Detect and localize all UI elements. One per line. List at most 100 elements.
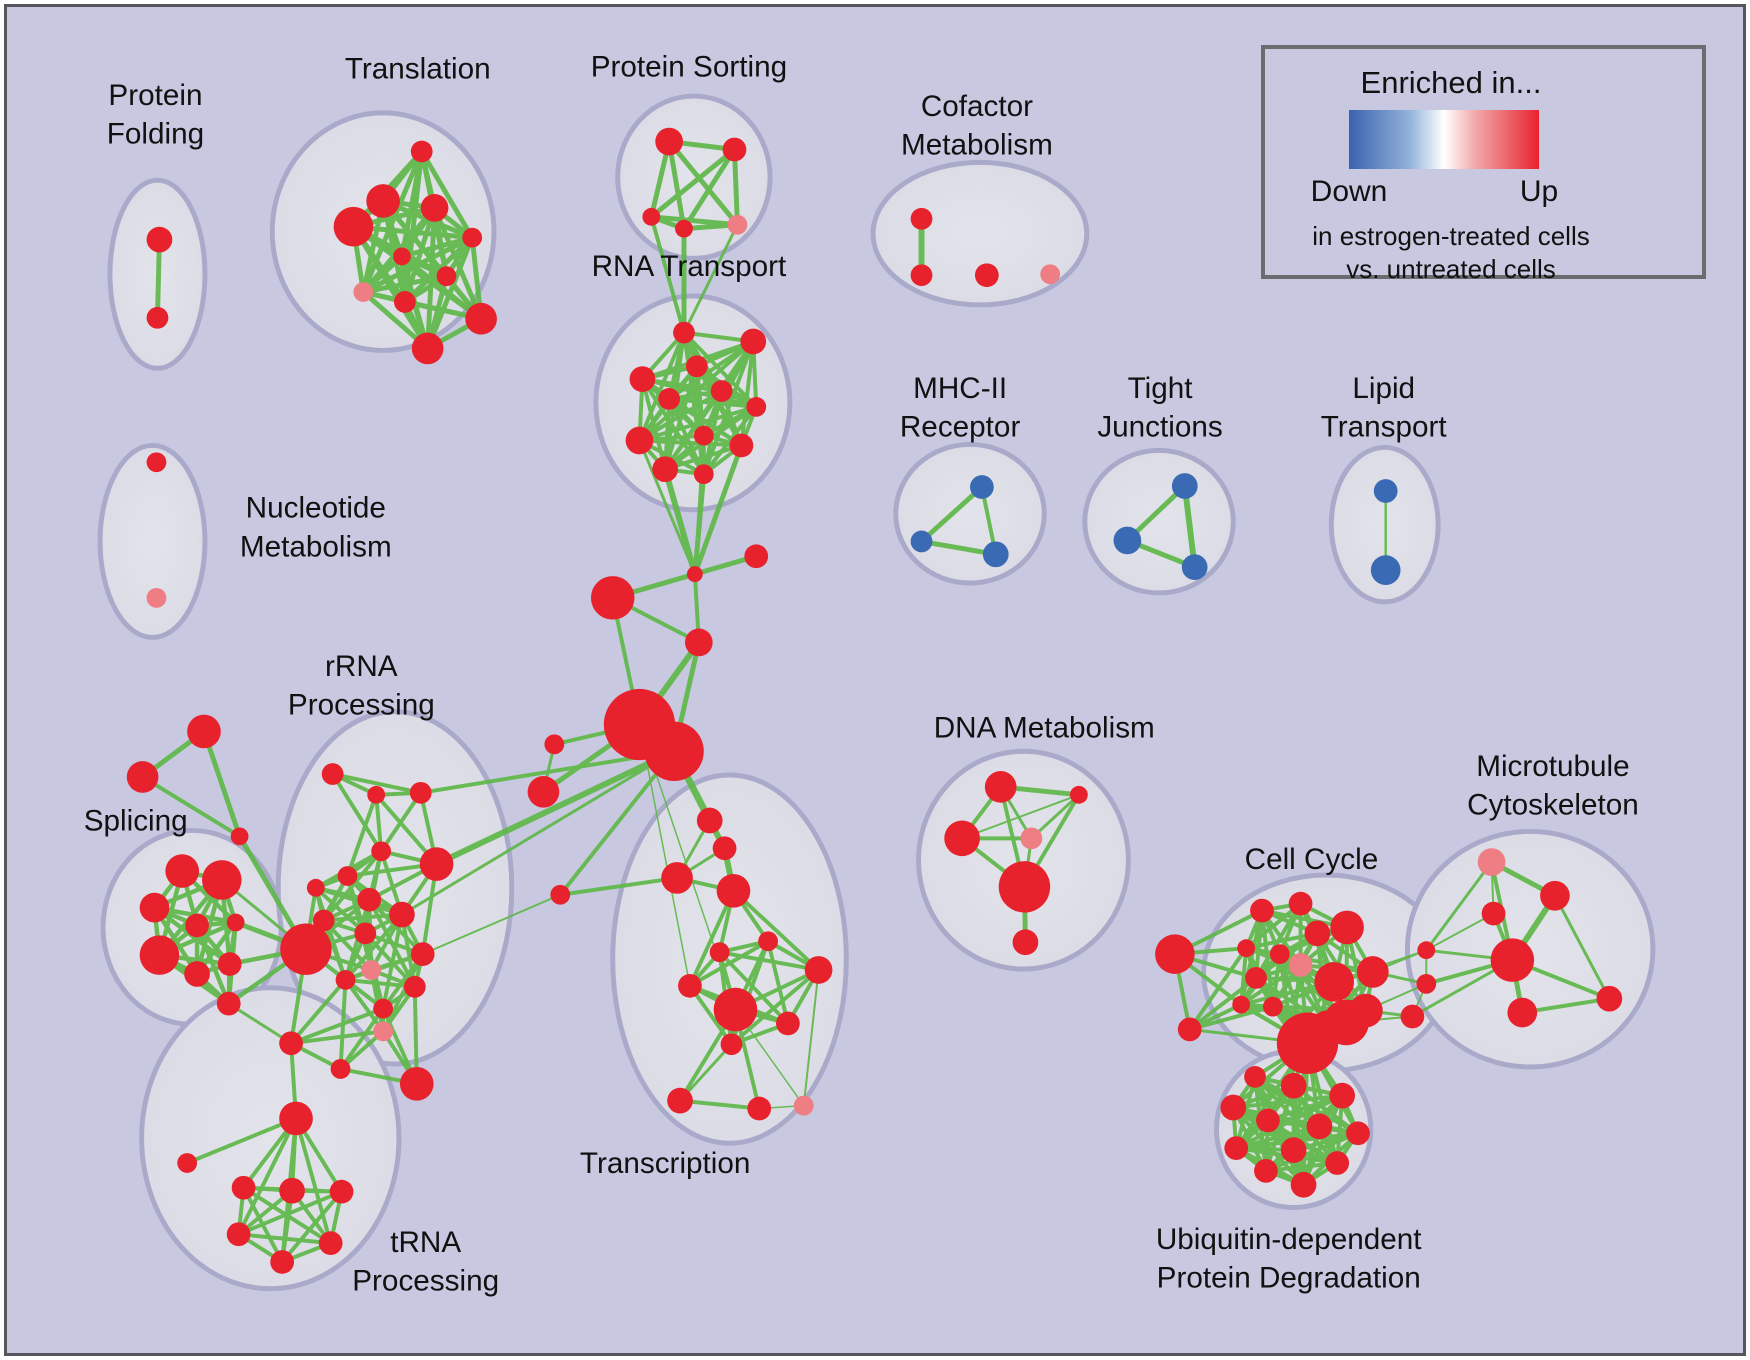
node-m9 bbox=[1400, 1004, 1425, 1029]
cell-cycle-mesh-edge bbox=[1239, 963, 1303, 1007]
ubiquitin-mesh-edge bbox=[1263, 1131, 1360, 1173]
node-tl2 bbox=[366, 184, 400, 218]
node-r22 bbox=[373, 1021, 394, 1042]
node-ch2 bbox=[744, 544, 769, 569]
edge bbox=[236, 1116, 299, 1237]
cluster-label-tight-junctions: Junctions bbox=[1097, 411, 1222, 444]
edge bbox=[638, 723, 691, 987]
node-c9 bbox=[1288, 953, 1313, 977]
cluster-label-microtubule-cytoskeleton: Microtubule bbox=[1476, 750, 1629, 783]
edge bbox=[294, 1116, 333, 1246]
node-tl10 bbox=[465, 302, 497, 335]
cluster-label-cofactor-metabolism: Cofactor bbox=[921, 90, 1033, 123]
node-pf2 bbox=[146, 306, 169, 329]
node-tr5 bbox=[226, 1222, 251, 1247]
node-ps5 bbox=[727, 214, 748, 235]
rrna-mesh-edge bbox=[379, 790, 423, 854]
node-rt10 bbox=[729, 433, 754, 458]
node-t1 bbox=[696, 807, 723, 834]
rrna-mesh-edge bbox=[330, 772, 423, 795]
node-u9 bbox=[1280, 1137, 1307, 1163]
node-rt12 bbox=[693, 464, 714, 485]
node-rt9 bbox=[693, 425, 714, 446]
node-m8 bbox=[1416, 973, 1437, 994]
rrna-mesh-edge bbox=[289, 1006, 386, 1046]
cluster-label-cell-cycle: Cell Cycle bbox=[1245, 843, 1379, 876]
edge bbox=[227, 1002, 293, 1045]
edge bbox=[692, 442, 744, 577]
legend-down-label: Down bbox=[1310, 175, 1388, 208]
node-r3 bbox=[409, 781, 432, 804]
node-t13 bbox=[667, 1087, 693, 1114]
node-hL2 bbox=[527, 776, 560, 808]
node-hub2 bbox=[644, 721, 704, 781]
cluster-ellipse-protein-sorting bbox=[615, 93, 773, 261]
node-cf3 bbox=[974, 263, 999, 288]
rrna-mesh-edge bbox=[343, 952, 425, 982]
node-r8 bbox=[357, 887, 382, 912]
cluster-label-transcription: Transcription bbox=[580, 1147, 751, 1180]
transcription-mesh-edge bbox=[717, 950, 821, 972]
node-tr1 bbox=[279, 1101, 313, 1136]
node-m4 bbox=[1490, 938, 1535, 982]
node-cf1 bbox=[910, 207, 933, 230]
node-c5 bbox=[1304, 920, 1331, 947]
node-nm2 bbox=[146, 587, 167, 608]
node-ps1 bbox=[655, 127, 683, 156]
cluster-label-splicing: Splicing bbox=[84, 804, 188, 837]
protein-sorting-mesh-edge bbox=[681, 147, 737, 232]
ubiquitin-mesh-edge bbox=[1301, 1093, 1345, 1187]
node-c3 bbox=[1250, 898, 1274, 923]
node-r2 bbox=[367, 785, 386, 804]
legend-title: Enriched in... bbox=[1360, 65, 1542, 100]
trna-mesh-edge bbox=[236, 1189, 344, 1237]
rrna-mesh-edge bbox=[343, 977, 417, 989]
edge bbox=[662, 466, 698, 578]
node-sp2 bbox=[202, 860, 242, 900]
node-tr8 bbox=[177, 1153, 198, 1173]
cluster-label-microtubule-cytoskeleton: Cytoskeleton bbox=[1467, 789, 1639, 822]
node-tl9 bbox=[394, 291, 416, 313]
transcription-mesh-edge bbox=[729, 968, 821, 1047]
legend-content: Enriched in... Down Up in estrogen-treat… bbox=[1265, 49, 1637, 284]
node-lp2 bbox=[1370, 555, 1401, 585]
node-t6 bbox=[758, 931, 779, 952]
node-t8 bbox=[804, 956, 833, 984]
edge bbox=[1181, 483, 1198, 571]
node-c6 bbox=[1330, 910, 1364, 945]
cluster-label-mhc-ii-receptor: Receptor bbox=[900, 411, 1021, 444]
edge bbox=[400, 749, 676, 917]
legend-subtitle-line2: vs. untreated cells bbox=[1346, 254, 1556, 284]
node-c8 bbox=[1269, 944, 1290, 965]
node-c2 bbox=[1177, 1017, 1202, 1042]
node-rt6 bbox=[658, 388, 681, 410]
edge bbox=[802, 968, 820, 1107]
edge bbox=[558, 875, 680, 897]
node-nm1 bbox=[146, 452, 167, 473]
cluster-label-trna-processing: Processing bbox=[352, 1265, 499, 1298]
rrna-mesh-edge bbox=[321, 912, 404, 923]
rna-transport-mesh-edge bbox=[637, 330, 686, 443]
rna-transport-mesh-edge bbox=[739, 339, 756, 448]
cluster-labels-layer: Protein Folding Translation Protein Sorting… bbox=[84, 50, 1639, 1297]
protein-sorting-mesh-edge bbox=[666, 139, 687, 232]
edge bbox=[1425, 912, 1495, 952]
rrna-mesh-edge bbox=[343, 912, 404, 982]
node-sp4 bbox=[185, 913, 209, 938]
node-rt8 bbox=[625, 426, 654, 455]
node-sp3 bbox=[139, 892, 170, 923]
node-c10 bbox=[1245, 967, 1267, 989]
node-ps4 bbox=[675, 219, 693, 238]
cluster-ellipse-tight-junctions bbox=[1082, 447, 1236, 596]
cluster-ellipse-dna-metabolism bbox=[916, 748, 1131, 972]
node-t14 bbox=[747, 1096, 772, 1121]
nodes-layer bbox=[126, 127, 1623, 1274]
edge bbox=[637, 439, 697, 576]
node-r9 bbox=[389, 901, 415, 928]
node-t12 bbox=[720, 1033, 743, 1056]
node-t5 bbox=[550, 884, 571, 905]
edge bbox=[649, 214, 686, 335]
cluster-label-rna-transport: RNA Transport bbox=[592, 250, 787, 283]
cluster-label-cofactor-metabolism: Metabolism bbox=[901, 128, 1053, 161]
node-d2 bbox=[1069, 785, 1088, 804]
